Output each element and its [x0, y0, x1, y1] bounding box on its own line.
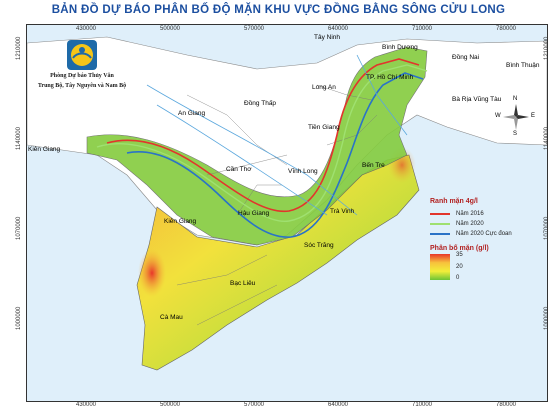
y-tick: 1210000 [16, 36, 22, 60]
line-2020-extreme [126, 72, 424, 238]
province-label-long-an: Long An [312, 84, 336, 91]
x-tick-bottom: 780000 [496, 402, 517, 408]
legend-swatch-2020-extreme [430, 233, 450, 235]
province-label-bac-lieu: Bạc Liêu [230, 280, 256, 287]
legend-ramp-label-mid: 20 [456, 264, 463, 270]
province-label-an-giang: An Giang [178, 110, 206, 117]
province-label-ben-tre: Bến Tre [362, 162, 385, 169]
x-tick-bottom: 500000 [160, 402, 181, 408]
saline-hotspot [138, 249, 166, 297]
map-legend: Ranh mặn 4g/l Năm 2016 Năm 2020 Năm 2020… [430, 198, 542, 281]
y-tick-right: 1000000 [544, 306, 550, 330]
legend-label-2016: Năm 2016 [456, 211, 484, 217]
legend-row-2020: Năm 2020 [430, 219, 542, 229]
province-label-hau-giang: Hậu Giang [238, 210, 270, 217]
map-frame [26, 24, 548, 402]
rivers [146, 54, 408, 216]
legend-ramp: 35 20 0 [430, 252, 542, 281]
legend-swatch-2016 [430, 213, 450, 215]
y-tick-right: 1210000 [544, 36, 550, 60]
province-label-kien-giang-top: Kiên Giang [28, 146, 61, 153]
province-label-binh-duong: Bình Dương [382, 44, 418, 51]
legend-ramp-label-max: 35 [456, 252, 463, 258]
y-tick-right: 1070000 [544, 216, 550, 240]
y-tick: 1000000 [16, 306, 22, 330]
province-label-kien-giang: Kiên Giang [164, 218, 197, 225]
line-2016 [106, 58, 420, 213]
province-label-hcm: TP. Hồ Chí Minh [366, 74, 414, 81]
line-2020 [96, 64, 428, 222]
province-label-dong-thap: Đồng Thấp [244, 100, 277, 107]
compass-east-label: E [531, 113, 536, 119]
x-tick-top: 640000 [328, 26, 349, 32]
x-tick-top: 430000 [76, 26, 97, 32]
compass-south-label: S [513, 131, 518, 137]
province-label-can-tho: Cần Thơ [226, 166, 252, 173]
saline-band [86, 46, 428, 246]
agency-logo-block: Phòng Dự báo Thủy Văn Trung Bộ, Tây Nguy… [36, 40, 128, 90]
x-tick-bottom: 570000 [244, 402, 265, 408]
legend-row-2016: Năm 2016 [430, 209, 542, 219]
agency-line-2: Trung Bộ, Tây Nguyên và Nam Bộ [37, 83, 127, 89]
province-label-dong-nai: Đồng Nai [452, 54, 480, 61]
x-tick-bottom: 640000 [328, 402, 349, 408]
province-label-tay-ninh: Tây Ninh [314, 34, 341, 41]
legend-swatch-2020 [430, 223, 450, 225]
x-tick-top: 780000 [496, 26, 517, 32]
x-tick-bottom: 710000 [412, 402, 433, 408]
x-tick-top: 570000 [244, 26, 265, 32]
province-label-ca-mau: Cà Mau [160, 314, 183, 321]
legend-salinity-title: Ranh mặn 4g/l [430, 198, 478, 205]
compass-west-label: W [495, 113, 501, 119]
y-tick: 1070000 [16, 216, 22, 240]
map-title: BẢN ĐỒ DỰ BÁO PHÂN BỐ ĐỘ MẶN KHU VỰC ĐỒN… [51, 4, 506, 16]
legend-label-2020-extreme: Năm 2020 Cực đoan [456, 231, 512, 237]
province-borders [176, 84, 378, 326]
x-tick-top: 710000 [412, 26, 433, 32]
y-tick-right: 1140000 [544, 127, 550, 150]
legend-ramp-label-min: 0 [456, 275, 460, 281]
province-label-vinh-long: Vĩnh Long [288, 168, 318, 175]
legend-ramp-title: Phân bố mặn (g/l) [430, 245, 489, 252]
x-tick-bottom: 430000 [76, 402, 97, 408]
legend-label-2020: Năm 2020 [456, 221, 484, 227]
legend-row-2020-extreme: Năm 2020 Cực đoan [430, 229, 542, 239]
x-tick-top: 500000 [160, 26, 181, 32]
y-tick: 1140000 [16, 127, 22, 150]
province-label-tien-giang: Tiền Giang [308, 124, 340, 131]
province-label-binh-thuan: Bình Thuận [506, 62, 540, 69]
province-label-tra-vinh: Trà Vinh [330, 208, 355, 215]
agency-line-1: Phòng Dự báo Thủy Văn [50, 73, 114, 79]
delta-map [27, 36, 547, 371]
agency-logo [67, 40, 97, 70]
legend-ramp-bar [430, 254, 450, 280]
compass-north-label: N [513, 96, 518, 102]
province-label-brvt: Bà Rịa Vũng Tàu [452, 96, 502, 103]
legend-ramp-labels: 35 20 0 [456, 252, 480, 281]
compass-icon [503, 104, 529, 130]
province-label-soc-trang: Sóc Trăng [304, 242, 334, 249]
